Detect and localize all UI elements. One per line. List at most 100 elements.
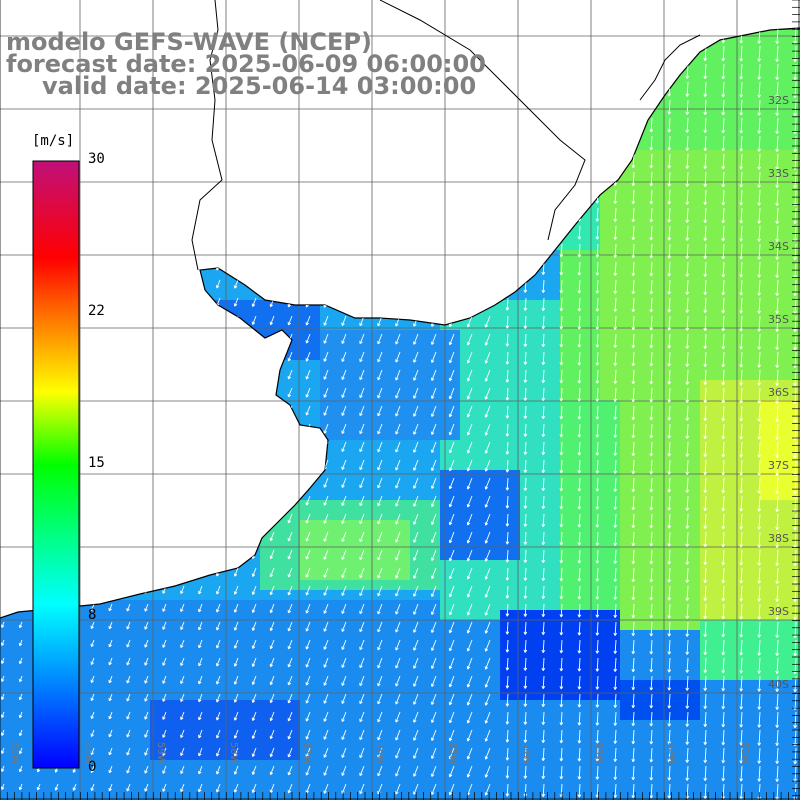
wind-arrow <box>595 351 600 366</box>
wind-arrow <box>251 585 257 595</box>
wind-arrow <box>595 693 600 708</box>
wind-arrow <box>775 513 779 530</box>
wind-arrow <box>413 603 419 615</box>
wind-arrow <box>721 297 726 314</box>
wind-arrow <box>430 711 437 723</box>
colorbar-tick-8: 8 <box>88 607 97 623</box>
wind-arrow <box>685 333 690 349</box>
wind-arrow <box>595 549 600 564</box>
wind-arrow <box>685 765 690 781</box>
wind-arrow <box>466 531 473 544</box>
lat-label-39s: 39S <box>768 605 789 618</box>
wind-arrow <box>484 729 491 742</box>
wind-arrow <box>685 513 690 529</box>
wind-arrow <box>757 657 761 674</box>
wind-arrow <box>613 693 618 708</box>
wind-arrow <box>703 63 708 80</box>
wind-arrow <box>448 405 455 418</box>
wind-arrow <box>108 675 113 684</box>
wind-arrow <box>430 459 437 471</box>
wind-arrow <box>126 657 131 666</box>
wind-arrow <box>595 441 600 456</box>
wind-arrow <box>126 729 131 738</box>
wind-arrow <box>323 585 329 596</box>
wind-arrow <box>721 423 726 440</box>
wind-arrow <box>144 693 149 702</box>
wind-arrow <box>541 729 546 744</box>
wind-arrow <box>613 387 618 402</box>
wind-arrow <box>505 585 510 599</box>
wind-arrow <box>430 549 437 561</box>
lon-label-60w: 60W <box>82 742 93 765</box>
wind-arrow <box>305 495 311 506</box>
wind-arrow <box>649 315 654 331</box>
wind-arrow <box>198 657 203 667</box>
wind-arrow <box>667 225 672 241</box>
wind-arrow <box>721 387 726 404</box>
wind-arrow <box>667 297 672 313</box>
wind-arrow <box>287 693 293 704</box>
wind-arrow <box>739 153 743 170</box>
wind-arrow <box>251 783 257 793</box>
wind-arrow <box>613 567 618 582</box>
wind-arrow <box>631 261 636 277</box>
wind-arrow <box>233 639 239 649</box>
wind-arrow <box>577 657 582 672</box>
wind-arrow <box>757 549 761 566</box>
wind-arrow <box>649 135 654 151</box>
wind-arrow <box>595 603 600 618</box>
wind-arrow <box>685 297 690 313</box>
wind-arrow <box>631 693 636 709</box>
wind-arrow <box>541 765 546 780</box>
wind-arrow <box>757 225 761 242</box>
title-valid-date: valid date: 2025-06-14 03:00:00 <box>42 72 477 100</box>
wind-arrow <box>413 423 419 435</box>
wind-arrow <box>305 567 311 578</box>
wind-arrow <box>649 549 654 565</box>
wind-arrow <box>703 153 708 170</box>
wind-arrow <box>395 495 401 507</box>
wind-arrow <box>739 99 743 116</box>
wind-arrow <box>775 585 779 602</box>
wind-arrow <box>466 621 473 634</box>
wind-arrow <box>721 369 726 386</box>
wind-arrow <box>595 333 600 348</box>
wind-arrow <box>685 621 690 637</box>
wind-arrow <box>721 315 726 332</box>
wind-arrow <box>233 747 239 757</box>
wind-arrow <box>341 387 347 398</box>
wind-arrow <box>466 441 473 454</box>
wind-arrow <box>523 747 528 761</box>
title-forecast-date: forecast date: 2025-06-09 06:00:00 <box>6 50 486 78</box>
wind-arrow <box>287 765 293 776</box>
wind-arrow <box>757 351 761 368</box>
wind-arrow <box>505 459 510 473</box>
wind-arrow <box>775 28 779 44</box>
wind-arrow <box>577 405 582 420</box>
wind-arrow <box>577 585 582 600</box>
wind-arrow <box>541 333 546 348</box>
wind-arrow <box>251 693 257 703</box>
wind-arrow <box>323 423 329 434</box>
wind-arrow <box>739 495 743 512</box>
wind-arrow <box>90 621 95 630</box>
wind-arrow <box>721 351 726 368</box>
wind-arrow <box>595 477 600 492</box>
wind-arrow <box>323 549 329 560</box>
wind-arrow <box>541 351 546 366</box>
wind-arrow <box>541 369 546 384</box>
wind-arrow <box>359 405 365 417</box>
wind-arrow <box>667 351 672 367</box>
wind-arrow <box>775 639 779 656</box>
wind-arrow <box>251 675 257 685</box>
wind-arrow <box>613 315 618 330</box>
wind-arrow <box>721 495 726 512</box>
wind-arrow <box>523 333 528 347</box>
wind-arrow <box>430 783 437 795</box>
wind-arrow <box>559 405 564 420</box>
wind-arrow <box>448 459 455 472</box>
wind-arrow <box>413 567 419 579</box>
wind-arrow <box>613 423 618 438</box>
